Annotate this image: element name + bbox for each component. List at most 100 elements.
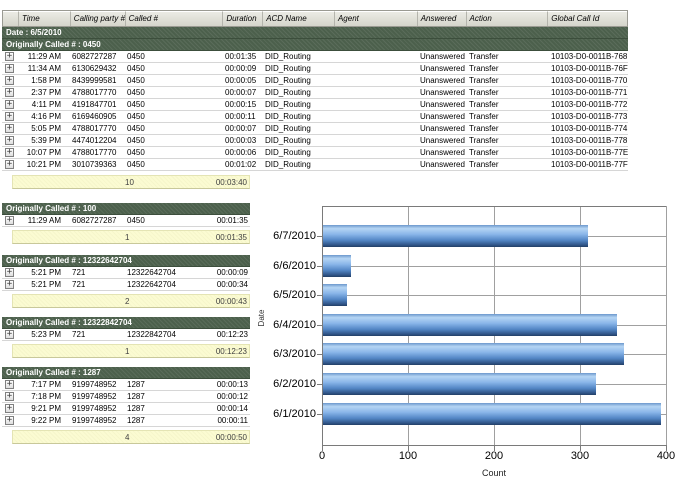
expand-plus-icon[interactable]: + (5, 88, 14, 97)
y-tick-label: 6/1/2010 (273, 407, 316, 420)
expand-plus-icon[interactable]: + (5, 392, 14, 401)
summary-call-count: 2 (125, 297, 130, 306)
expander-cell: + (2, 380, 18, 389)
global-call-id-cell: 10103-D0-0011B-77E (551, 148, 628, 157)
summary-total-duration: 00:12:23 (215, 347, 247, 356)
acd-name-cell: DID_Routing (265, 88, 311, 97)
expand-plus-icon[interactable]: + (5, 160, 14, 169)
expand-plus-icon[interactable]: + (5, 416, 14, 425)
global-call-id-cell: 10103-D0-0011B-773 (551, 112, 628, 121)
group-summary-bar: 10 00:03:40 (12, 175, 250, 189)
expander-cell: + (2, 160, 18, 169)
expander-cell: + (2, 76, 18, 85)
x-tick (408, 445, 409, 451)
called-cell: 0450 (127, 216, 145, 225)
column-header-action[interactable]: Action (466, 11, 549, 26)
table-row[interactable]: +4:16 PM 6169460905 0450 00:00:11 DID_Routin… (2, 111, 628, 123)
calling-party-cell: 9199748952 (72, 392, 117, 401)
global-call-id-cell: 10103-D0-0011B-770 (551, 76, 628, 85)
duration-cell: 00:00:09 (225, 64, 257, 73)
expand-plus-icon[interactable]: + (5, 136, 14, 145)
x-tick-label: 100 (398, 450, 418, 462)
x-tick (322, 445, 323, 451)
expander-cell: + (2, 392, 18, 401)
called-group-header: Originally Called # : 12322642704 (2, 255, 250, 267)
table-row[interactable]: +1:58 PM 8439999581 0450 00:00:05 DID_Routin… (2, 75, 628, 87)
summary-call-count: 1 (125, 233, 130, 242)
action-cell: Transfer (469, 112, 499, 121)
table-row[interactable]: +5:39 PM 4474012204 0450 00:00:03 DID_Routin… (2, 135, 628, 147)
summary-total-duration: 00:00:50 (215, 433, 247, 442)
table-row[interactable]: +7:17 PM 9199748952 1287 00:00:13 (2, 379, 250, 391)
y-gridline (322, 295, 666, 297)
group-summary-bar: 2 00:00:43 (12, 294, 250, 308)
called-cell: 1287 (127, 416, 145, 425)
expand-plus-icon[interactable]: + (5, 380, 14, 389)
column-header-called-[interactable]: Called # (125, 11, 224, 26)
column-header-row: Time Calling party # Called # Duration ACD N… (2, 10, 628, 27)
expand-plus-icon[interactable]: + (5, 404, 14, 413)
table-row[interactable]: +11:29 AM 6082727287 0450 00:01:35 (2, 215, 250, 227)
time-cell: 11:29 AM (27, 52, 61, 61)
table-row[interactable]: +2:37 PM 4788017770 0450 00:00:07 DID_Routin… (2, 87, 628, 99)
column-header-time[interactable]: Time (18, 11, 71, 26)
table-row[interactable]: +5:21 PM 721 12322642704 00:00:34 (2, 279, 250, 291)
answered-cell: Unanswered (420, 160, 465, 169)
y-tick (317, 354, 322, 356)
x-tick-label: 200 (484, 450, 504, 462)
column-header-answered[interactable]: Answered (417, 11, 467, 26)
expand-plus-icon[interactable]: + (5, 52, 14, 61)
column-header-duration[interactable]: Duration (223, 11, 264, 26)
expander-cell: + (2, 280, 18, 289)
time-cell: 5:21 PM (31, 268, 61, 277)
duration-cell: 00:00:13 (216, 380, 248, 389)
expander-cell: + (2, 330, 18, 339)
expand-plus-icon[interactable]: + (5, 216, 14, 225)
table-row[interactable]: +9:22 PM 9199748952 1287 00:00:11 (2, 415, 250, 427)
time-cell: 7:17 PM (31, 380, 61, 389)
answered-cell: Unanswered (420, 148, 465, 157)
y-tick (317, 384, 322, 385)
duration-cell: 00:00:06 (225, 148, 257, 157)
called-cell: 0450 (127, 136, 145, 145)
expand-plus-icon[interactable]: + (5, 100, 14, 109)
table-row[interactable]: +11:34 AM 6130629432 0450 00:00:09 DID_Routi… (2, 63, 628, 75)
column-header-global-call-id[interactable]: Global Call Id (548, 11, 627, 26)
column-header-agent[interactable]: Agent (334, 11, 418, 26)
date-group-header: Date : 6/5/2010 (2, 27, 628, 39)
action-cell: Transfer (469, 160, 499, 169)
summary-call-count: 1 (125, 347, 130, 356)
expand-plus-icon[interactable]: + (5, 76, 14, 85)
expand-plus-icon[interactable]: + (5, 112, 14, 121)
y-tick-label: 6/2/2010 (273, 378, 316, 390)
table-row[interactable]: +9:21 PM 9199748952 1287 00:00:14 (2, 403, 250, 415)
y-gridline (322, 265, 666, 267)
table-row[interactable]: +10:21 PM 3010739363 0450 00:01:02 DID_Routi… (2, 159, 628, 171)
column-header-acd-name[interactable]: ACD Name (263, 11, 335, 26)
called-group-header: Originally Called # : 0450 (2, 39, 628, 51)
table-row[interactable]: +10:07 PM 4788017770 0450 00:00:06 DID_Routi… (2, 147, 628, 159)
expand-plus-icon[interactable]: + (5, 64, 14, 73)
table-row[interactable]: +5:23 PM 721 12322842704 00:12:23 (2, 329, 250, 341)
expander-cell: + (2, 136, 18, 145)
expand-plus-icon[interactable]: + (5, 280, 14, 289)
duration-cell: 00:00:15 (225, 100, 257, 109)
table-row[interactable]: +5:05 PM 4788017770 0450 00:00:07 DID_Routin… (2, 123, 628, 135)
summary-total-duration: 00:00:43 (215, 297, 247, 306)
time-cell: 11:34 AM (27, 64, 61, 73)
table-row[interactable]: +5:21 PM 721 12322642704 00:00:09 (2, 267, 250, 279)
expand-plus-icon[interactable]: + (5, 268, 14, 277)
group-summary-row: 1 00:01:35 (2, 230, 250, 244)
y-tick (317, 236, 322, 237)
column-header-calling-party-[interactable]: Calling party # (70, 11, 126, 26)
expand-plus-icon[interactable]: + (5, 330, 14, 339)
called-cell: 0450 (127, 112, 145, 121)
expand-plus-icon[interactable]: + (5, 124, 14, 133)
expand-plus-icon[interactable]: + (5, 148, 14, 157)
global-call-id-cell: 10103-D0-0011B-76F (551, 64, 628, 73)
table-row[interactable]: +7:18 PM 9199748952 1287 00:00:12 (2, 391, 250, 403)
table-row[interactable]: +11:29 AM 6082727287 0450 00:01:35 DID_Routi… (2, 51, 628, 63)
expander-cell: + (2, 416, 18, 425)
table-row[interactable]: +4:11 PM 4191847701 0450 00:00:15 DID_Routin… (2, 99, 628, 111)
